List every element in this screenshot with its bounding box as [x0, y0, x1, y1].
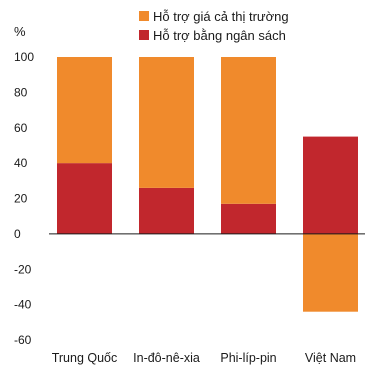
x-tick-label: In-đô-nê-xia: [133, 351, 200, 365]
legend-swatch: [139, 30, 149, 40]
y-tick-label: 80: [14, 85, 28, 99]
bar-trung-quoc-ho-tro-gia-ca-thi-truong: [57, 57, 112, 164]
y-tick-label: 60: [14, 121, 28, 135]
x-tick-label: Phi-líp-pin: [220, 351, 276, 365]
legend-swatch: [139, 11, 149, 21]
bars: [57, 57, 358, 312]
bar-phi-lip-pin-ho-tro-gia-ca-thi-truong: [221, 57, 276, 204]
legend-item-ho-tro-bang-ngan-sach: Hỗ trợ bằng ngân sách: [139, 28, 286, 43]
x-tick-label: Việt Nam: [305, 351, 356, 365]
y-axis-unit-label: %: [14, 24, 26, 39]
bar-in-do-ne-xia-ho-tro-bang-ngan-sach: [139, 187, 194, 234]
legend-label: Hỗ trợ giá cả thị trường: [153, 9, 289, 24]
bar-viet-nam-ho-tro-bang-ngan-sach: [303, 136, 358, 234]
y-tick-label: -20: [14, 262, 32, 276]
y-tick-label: -40: [14, 298, 32, 312]
y-axis-ticks: 100 80 60 40 20 0 -20 -40 -60: [14, 50, 34, 347]
x-tick-label: Trung Quốc: [52, 351, 118, 365]
y-tick-label: 100: [14, 50, 34, 64]
y-tick-label: 0: [14, 227, 21, 241]
x-axis-labels: Trung Quốc In-đô-nê-xia Phi-líp-pin Việt Na…: [52, 351, 356, 365]
legend-item-ho-tro-gia-ca-thi-truong: Hỗ trợ giá cả thị trường: [139, 9, 289, 24]
chart-legend: Hỗ trợ giá cả thị trường Hỗ trợ bằng ngân…: [139, 9, 289, 43]
bar-trung-quoc-ho-tro-bang-ngan-sach: [57, 163, 112, 234]
legend-label: Hỗ trợ bằng ngân sách: [153, 28, 286, 43]
y-tick-label: 20: [14, 192, 28, 206]
bar-phi-lip-pin-ho-tro-bang-ngan-sach: [221, 203, 276, 234]
y-tick-label: 40: [14, 156, 28, 170]
bar-in-do-ne-xia-ho-tro-gia-ca-thi-truong: [139, 57, 194, 188]
bar-viet-nam-ho-tro-gia-ca-thi-truong: [303, 233, 358, 312]
y-tick-label: -60: [14, 333, 32, 347]
